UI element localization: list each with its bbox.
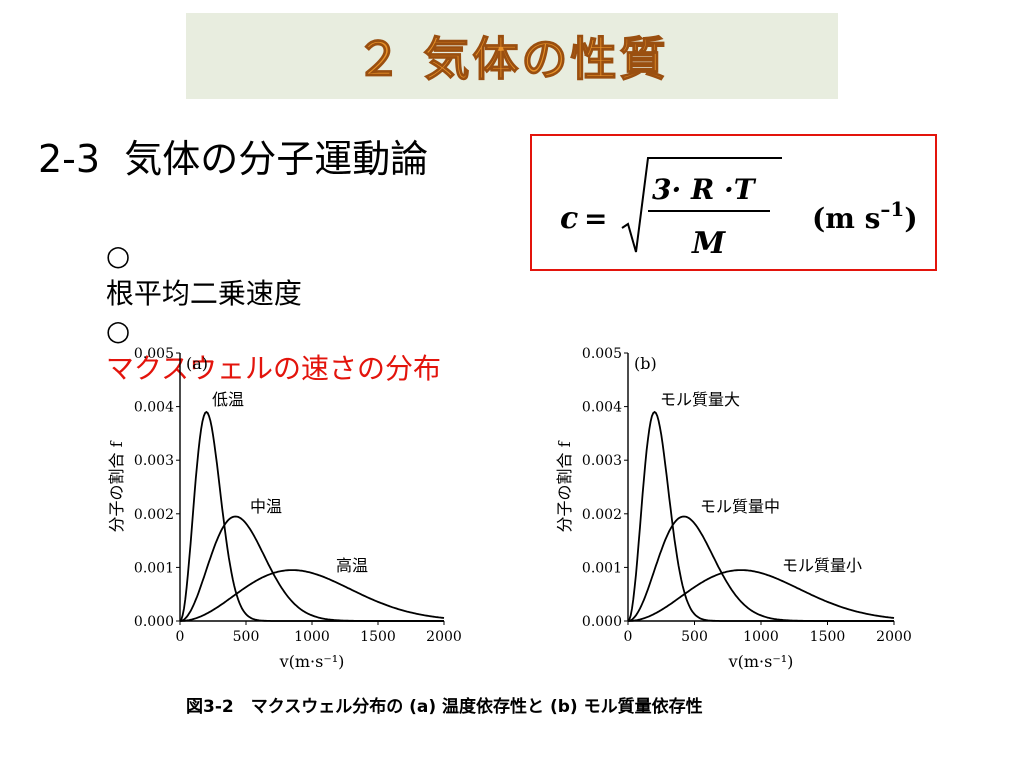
x-tick-label: 0 [176,629,185,645]
bullet-mark: ○ [105,314,131,347]
series-label: 低温 [212,390,244,409]
y-axis-label: 分子の割合 f [107,440,126,532]
series-line [627,515,894,622]
y-tick-label: 0.004 [134,400,174,416]
x-axis-label: v(m·s⁻¹) [279,652,345,671]
panel-label: (a) [186,354,208,373]
x-tick-label: 2000 [426,629,462,645]
y-tick-label: 0.001 [134,560,174,576]
y-tick-label: 0.000 [582,614,622,630]
series-label: モル質量小 [782,556,862,575]
x-tick-label: 1500 [810,629,846,645]
y-tick-label: 0.005 [582,346,622,362]
series-line [179,410,444,622]
series-label: 高温 [336,556,368,575]
formula-eq: = [584,202,607,235]
x-tick-label: 1000 [743,629,779,645]
panel-label: (b) [634,354,657,373]
bullet-maxwell: ○ マクスウェルの速さの分布 [88,281,441,387]
y-tick-label: 0.000 [134,614,174,630]
y-tick-label: 0.003 [582,453,622,469]
formula-lhs: c [560,201,578,236]
series-line [627,410,894,622]
figure-caption: 図3-2 マクスウェル分布の (a) 温度依存性と (b) モル質量依存性 [186,697,703,717]
series-label: モル質量大 [660,390,740,409]
y-tick-label: 0.003 [134,453,174,469]
bullet-mark: ○ [105,239,131,272]
y-tick-label: 0.001 [582,560,622,576]
bullet-text: 根平均二乗速度 [105,277,302,310]
bullet-text-highlight: マクスウェルの速さの分布 [105,352,441,385]
y-tick-label: 0.002 [582,507,622,523]
bullet-rms-speed: ○ 根平均二乗速度 [88,206,302,312]
x-tick-label: 1500 [360,629,396,645]
y-tick-label: 0.005 [134,346,174,362]
x-tick-label: 2000 [876,629,912,645]
x-tick-label: 1000 [294,629,330,645]
chart-panel-a: 0.000 0.001 0.002 0.003 0.004 0.005 0 500 1000 15… [107,346,462,671]
rms-formula: c = 3· R ·T M (m s–1) [560,157,918,261]
x-tick-label: 500 [233,629,260,645]
series-label: 中温 [250,497,282,516]
y-tick-label: 0.004 [582,400,622,416]
series-line [180,569,445,622]
sqrt-sign [621,157,782,253]
slide-title: ２ 気体の性質 [355,31,669,86]
formula-numerator: 3· R ·T [652,173,757,206]
section-heading: 2-3 気体の分子運動論 [38,137,429,181]
chart-panel-b: 0.000 0.001 0.002 0.003 0.004 0.005 0 500 1000 15… [555,346,912,671]
series-label: モル質量中 [700,497,780,516]
y-tick-label: 0.002 [134,507,174,523]
y-axis-label: 分子の割合 f [555,440,574,532]
x-tick-label: 500 [681,629,708,645]
x-tick-label: 0 [624,629,633,645]
series-line [628,569,895,622]
series-line [179,515,444,622]
formula-unit: (m s–1) [812,197,918,235]
formula-box: c = 3· R ·T M (m s–1) [530,134,937,271]
x-axis-label: v(m·s⁻¹) [728,652,794,671]
formula-denominator: M [691,226,726,261]
title-banner: ２ 気体の性質 [186,13,838,99]
